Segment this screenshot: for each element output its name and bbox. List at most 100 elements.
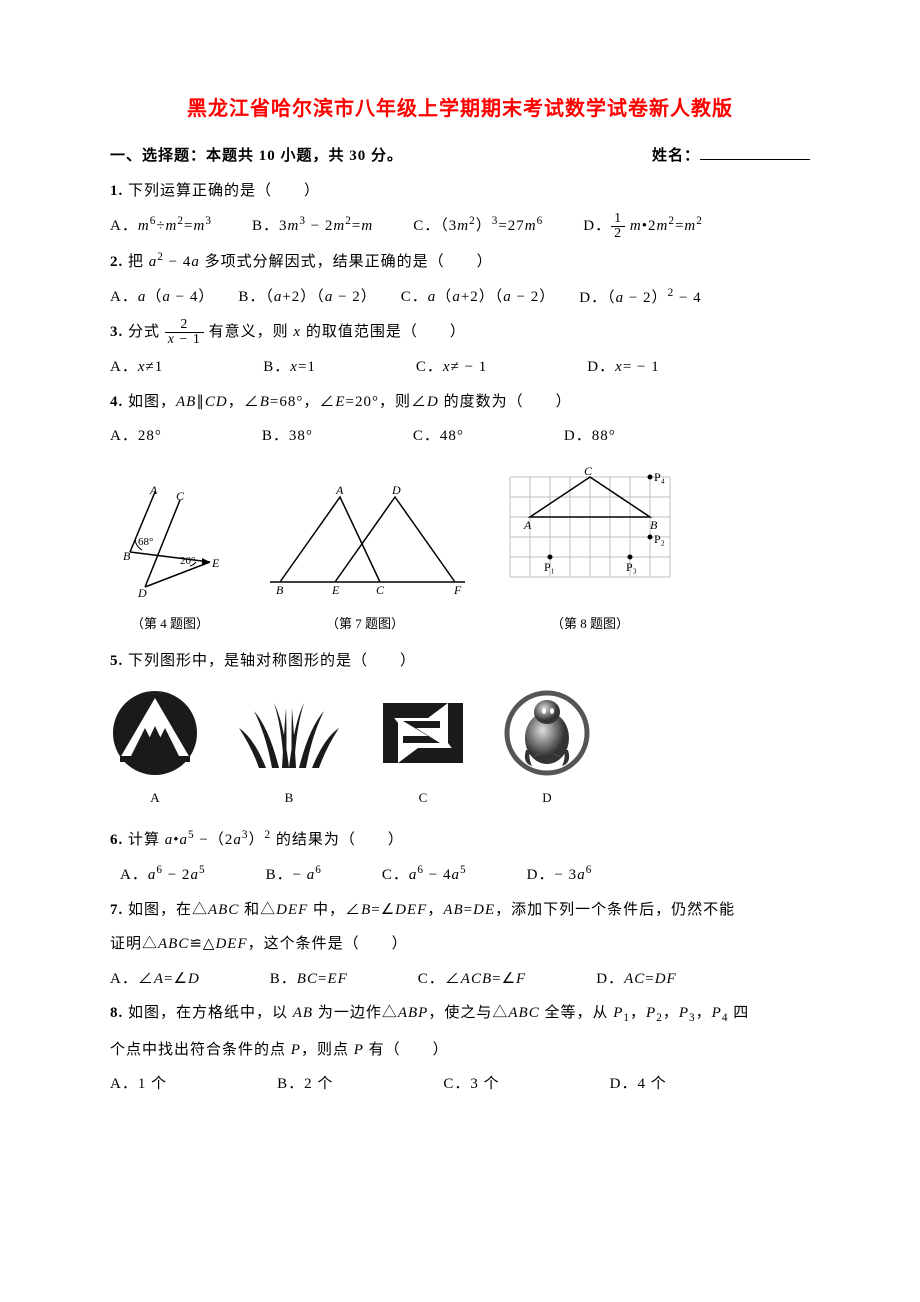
q8-options: A．1 个 B．2 个 C．3 个 D．4 个 — [110, 1070, 810, 1099]
svg-text:F: F — [453, 583, 462, 597]
q5-opt-a: A — [110, 688, 200, 811]
page-title: 黑龙江省哈尔滨市八年级上学期期末考试数学试卷新人教版 — [110, 90, 810, 128]
q3-number: 3. — [110, 324, 123, 340]
q5-opt-d-label: D — [502, 786, 592, 811]
q2-opt-a: A．a（a − 4） — [110, 283, 214, 313]
q5-opt-b: B — [234, 693, 344, 811]
figure-7: A B C D E F （第 7 题图） — [260, 482, 470, 637]
svg-text:B: B — [650, 518, 658, 532]
question-2: 2. 把 a2 − 4a 多项式分解因式，结果正确的是（ ） — [110, 247, 810, 277]
q7-options: A．∠A=∠D B．BC=EF C．∠ACB=∠F D．AC=DF — [110, 965, 810, 994]
q7-number: 7. — [110, 902, 123, 918]
figure-8: A B C P₄ P₂ P₃ P₁ （第 8 题图） — [500, 467, 680, 637]
svg-text:E: E — [211, 556, 220, 570]
q7-opt-c: C．∠ACB=∠F — [418, 965, 526, 994]
q3-stem-post: 有意义，则 x 的取值范围是（ ） — [209, 324, 466, 340]
q5-opt-c-label: C — [378, 786, 468, 811]
svg-text:C: C — [584, 467, 593, 478]
q1-opt-a: A．m6÷m2=m3 — [110, 211, 212, 241]
q8-number: 8. — [110, 1005, 123, 1021]
q5-number: 5. — [110, 653, 123, 669]
q2-opt-b: B．（a+2）（a − 2） — [238, 283, 376, 313]
question-1: 1. 下列运算正确的是（ ） — [110, 177, 810, 206]
q5-options: A B C — [110, 688, 810, 811]
figure-4: A B C D E 68° 20° （第 4 题图） — [110, 482, 230, 637]
q1-number: 1. — [110, 183, 123, 199]
q6-opt-a: A．a6 − 2a5 — [120, 860, 206, 890]
figure-4-caption: （第 4 题图） — [110, 612, 230, 637]
q8-opt-b: B．2 个 — [277, 1070, 333, 1099]
q3-fraction: 2x − 1 — [165, 318, 204, 347]
section-header: 一、选择题：本题共 10 小题，共 30 分。 — [110, 142, 403, 171]
svg-text:A: A — [523, 518, 532, 532]
question-5: 5. 下列图形中，是轴对称图形的是（ ） — [110, 647, 810, 676]
q3-opt-c: C．x≠ − 1 — [416, 353, 487, 382]
q3-opt-d: D．x= − 1 — [587, 353, 659, 382]
q6-opt-b: B．− a6 — [266, 860, 322, 890]
svg-text:P₃: P₃ — [626, 560, 637, 574]
question-6: 6. 计算 a•a5 −（2a3）2 的结果为（ ） — [110, 825, 810, 855]
question-7: 7. 如图，在△ABC 和△DEF 中，∠B=∠DEF，AB=DE，添加下列一个… — [110, 896, 810, 925]
q5-opt-c: C — [378, 693, 468, 811]
name-label: 姓名： — [652, 148, 700, 164]
q5-opt-a-label: A — [110, 786, 200, 811]
q7-opt-b: B．BC=EF — [270, 965, 348, 994]
q4-opt-d: D．88° — [564, 422, 616, 451]
q4-options: A．28° B．38° C．48° D．88° — [110, 422, 810, 451]
svg-text:D: D — [137, 586, 147, 600]
question-7-line2: 证明△ABC≌△DEF，这个条件是（ ） — [110, 930, 810, 959]
q7-opt-a: A．∠A=∠D — [110, 965, 200, 994]
q6-opt-c: C．a6 − 4a5 — [382, 860, 467, 890]
q6-options: A．a6 − 2a5 B．− a6 C．a6 − 4a5 D．− 3a6 — [120, 860, 810, 890]
q3-opt-b: B．x=1 — [263, 353, 316, 382]
q2-options: A．a（a − 4） B．（a+2）（a − 2） C．a（a+2）（a − 2… — [110, 283, 810, 313]
svg-text:68°: 68° — [138, 536, 153, 548]
q6-number: 6. — [110, 832, 123, 848]
q4-number: 4. — [110, 394, 123, 410]
q4-opt-a: A．28° — [110, 422, 162, 451]
question-3: 3. 分式 2x − 1 有意义，则 x 的取值范围是（ ） — [110, 318, 810, 347]
q1-stem: 下列运算正确的是（ ） — [128, 183, 320, 199]
svg-text:C: C — [176, 489, 185, 503]
svg-text:P₄: P₄ — [654, 470, 665, 484]
q2-opt-c: C．a（a+2）（a − 2） — [401, 283, 555, 313]
q5-stem: 下列图形中，是轴对称图形的是（ ） — [128, 653, 416, 669]
figure-row-1: A B C D E 68° 20° （第 4 题图） A B C D E F （… — [110, 467, 810, 637]
svg-text:B: B — [123, 549, 131, 563]
section-header-row: 一、选择题：本题共 10 小题，共 30 分。 姓名： — [110, 142, 810, 171]
q4-opt-c: C．48° — [413, 422, 464, 451]
svg-text:E: E — [331, 583, 340, 597]
q8-opt-c: C．3 个 — [443, 1070, 499, 1099]
svg-text:A: A — [335, 483, 344, 497]
q1-opt-b: B．3m3 − 2m2=m — [252, 211, 373, 241]
q1-options: A．m6÷m2=m3 B．3m3 − 2m2=m C．（3m2）3=27m6 D… — [110, 211, 810, 241]
q5-opt-d: D — [502, 688, 592, 811]
q8-opt-a: A．1 个 — [110, 1070, 167, 1099]
q5-opt-b-label: B — [234, 786, 344, 811]
svg-text:P₂: P₂ — [654, 532, 665, 546]
svg-text:20°: 20° — [180, 555, 195, 567]
q2-opt-d: D．（a − 2）2 − 4 — [579, 283, 701, 313]
svg-text:D: D — [391, 483, 401, 497]
svg-text:A: A — [149, 483, 158, 497]
name-field: 姓名： — [652, 142, 810, 171]
question-8: 8. 如图，在方格纸中，以 AB 为一边作△ABP，使之与△ABC 全等，从 P… — [110, 999, 810, 1029]
q3-stem-pre: 分式 — [128, 324, 160, 340]
svg-text:P₁: P₁ — [544, 560, 555, 574]
q1-opt-c: C．（3m2）3=27m6 — [413, 211, 543, 241]
q3-opt-a: A．x≠1 — [110, 353, 163, 382]
q1-opt-d: D．12 m•2m2=m2 — [583, 211, 703, 241]
q7-opt-d: D．AC=DF — [596, 965, 676, 994]
q2-number: 2. — [110, 254, 123, 270]
q8-opt-d: D．4 个 — [610, 1070, 667, 1099]
figure-8-caption: （第 8 题图） — [500, 612, 680, 637]
figure-7-caption: （第 7 题图） — [260, 612, 470, 637]
svg-text:B: B — [276, 583, 284, 597]
q4-opt-b: B．38° — [262, 422, 313, 451]
name-line — [700, 144, 810, 160]
q3-options: A．x≠1 B．x=1 C．x≠ − 1 D．x= − 1 — [110, 353, 810, 382]
q6-opt-d: D．− 3a6 — [527, 860, 593, 890]
svg-text:C: C — [376, 583, 385, 597]
question-4: 4. 如图，AB∥CD，∠B=68°，∠E=20°，则∠D 的度数为（ ） — [110, 388, 810, 417]
question-8-line2: 个点中找出符合条件的点 P，则点 P 有（ ） — [110, 1036, 810, 1065]
